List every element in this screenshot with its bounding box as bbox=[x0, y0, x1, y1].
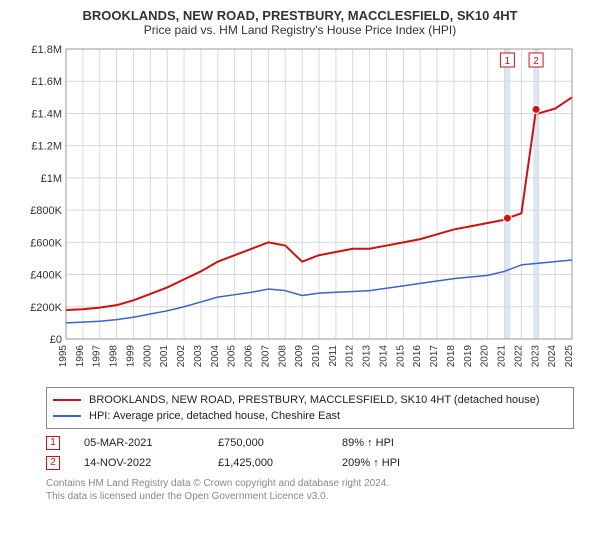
chart-title: BROOKLANDS, NEW ROAD, PRESTBURY, MACCLES… bbox=[10, 8, 590, 23]
marker-badge: 2 bbox=[46, 456, 60, 470]
marker-badge: 1 bbox=[46, 436, 60, 450]
svg-text:2021: 2021 bbox=[497, 345, 508, 368]
svg-text:2017: 2017 bbox=[429, 345, 440, 368]
svg-text:£1.6M: £1.6M bbox=[31, 76, 62, 88]
legend-label: BROOKLANDS, NEW ROAD, PRESTBURY, MACCLES… bbox=[89, 392, 540, 408]
svg-text:£600K: £600K bbox=[30, 237, 62, 249]
marker-date: 05-MAR-2021 bbox=[84, 433, 194, 453]
svg-text:£1.4M: £1.4M bbox=[31, 108, 62, 120]
footer-attribution: Contains HM Land Registry data © Crown c… bbox=[46, 477, 574, 503]
marker-pct: 209% ↑ HPI bbox=[342, 453, 400, 473]
svg-text:2016: 2016 bbox=[412, 345, 423, 368]
chart-container: BROOKLANDS, NEW ROAD, PRESTBURY, MACCLES… bbox=[0, 0, 600, 509]
svg-text:2024: 2024 bbox=[547, 345, 558, 368]
legend-label: HPI: Average price, detached house, Ches… bbox=[89, 408, 340, 424]
svg-text:2015: 2015 bbox=[395, 345, 406, 368]
svg-text:2009: 2009 bbox=[294, 345, 305, 368]
svg-text:1998: 1998 bbox=[109, 345, 120, 368]
svg-text:2020: 2020 bbox=[480, 345, 491, 368]
svg-text:2003: 2003 bbox=[193, 345, 204, 368]
marker-price: £750,000 bbox=[218, 433, 318, 453]
marker-price: £1,425,000 bbox=[218, 453, 318, 473]
legend-row: HPI: Average price, detached house, Ches… bbox=[53, 408, 567, 424]
chart-svg: £0 £200K £400K £600K £800K £1M £1.2M £1.4M £1.6M… bbox=[20, 41, 580, 381]
svg-text:£1.2M: £1.2M bbox=[31, 141, 62, 153]
footer-line-2: This data is licensed under the Open Gov… bbox=[46, 490, 574, 503]
svg-text:2001: 2001 bbox=[159, 345, 170, 368]
svg-text:2005: 2005 bbox=[227, 345, 238, 368]
chart-subtitle: Price paid vs. HM Land Registry's House … bbox=[10, 23, 590, 37]
legend-row: BROOKLANDS, NEW ROAD, PRESTBURY, MACCLES… bbox=[53, 392, 567, 408]
svg-text:£0: £0 bbox=[50, 334, 62, 346]
svg-text:£200K: £200K bbox=[30, 302, 62, 314]
svg-text:2000: 2000 bbox=[142, 345, 153, 368]
marker-date: 14-NOV-2022 bbox=[84, 453, 194, 473]
footer-line-1: Contains HM Land Registry data © Crown c… bbox=[46, 477, 574, 490]
legend: BROOKLANDS, NEW ROAD, PRESTBURY, MACCLES… bbox=[46, 387, 574, 429]
svg-text:2010: 2010 bbox=[311, 345, 322, 368]
svg-text:2006: 2006 bbox=[244, 345, 255, 368]
marker-row: 2 14-NOV-2022 £1,425,000 209% ↑ HPI bbox=[46, 453, 574, 473]
svg-text:2014: 2014 bbox=[378, 345, 389, 368]
svg-text:2008: 2008 bbox=[277, 345, 288, 368]
svg-text:1997: 1997 bbox=[92, 345, 103, 368]
svg-text:2023: 2023 bbox=[530, 345, 541, 368]
svg-text:£1M: £1M bbox=[41, 173, 62, 185]
svg-text:1996: 1996 bbox=[75, 345, 86, 368]
svg-text:£1.8M: £1.8M bbox=[31, 44, 62, 56]
svg-text:£400K: £400K bbox=[30, 270, 62, 282]
marker-row: 1 05-MAR-2021 £750,000 89% ↑ HPI bbox=[46, 433, 574, 453]
plot-area: £0 £200K £400K £600K £800K £1M £1.2M £1.4M £1.6M… bbox=[20, 41, 580, 381]
svg-text:2025: 2025 bbox=[564, 345, 575, 368]
legend-swatch bbox=[53, 399, 81, 401]
svg-text:2: 2 bbox=[533, 56, 539, 67]
svg-text:2012: 2012 bbox=[345, 345, 356, 368]
svg-text:1999: 1999 bbox=[125, 345, 136, 368]
marker-table: 1 05-MAR-2021 £750,000 89% ↑ HPI 2 14-NOV-202… bbox=[46, 433, 574, 473]
svg-text:2002: 2002 bbox=[176, 345, 187, 368]
svg-text:2011: 2011 bbox=[328, 345, 339, 367]
svg-text:2022: 2022 bbox=[513, 345, 524, 368]
svg-text:2018: 2018 bbox=[446, 345, 457, 368]
svg-text:2004: 2004 bbox=[210, 345, 221, 368]
svg-text:£800K: £800K bbox=[30, 205, 62, 217]
svg-text:2007: 2007 bbox=[260, 345, 271, 368]
svg-text:2019: 2019 bbox=[463, 345, 474, 368]
legend-swatch bbox=[53, 415, 81, 417]
svg-text:1995: 1995 bbox=[58, 345, 69, 368]
svg-text:1: 1 bbox=[505, 56, 511, 67]
svg-text:2013: 2013 bbox=[362, 345, 373, 368]
marker-pct: 89% ↑ HPI bbox=[342, 433, 394, 453]
